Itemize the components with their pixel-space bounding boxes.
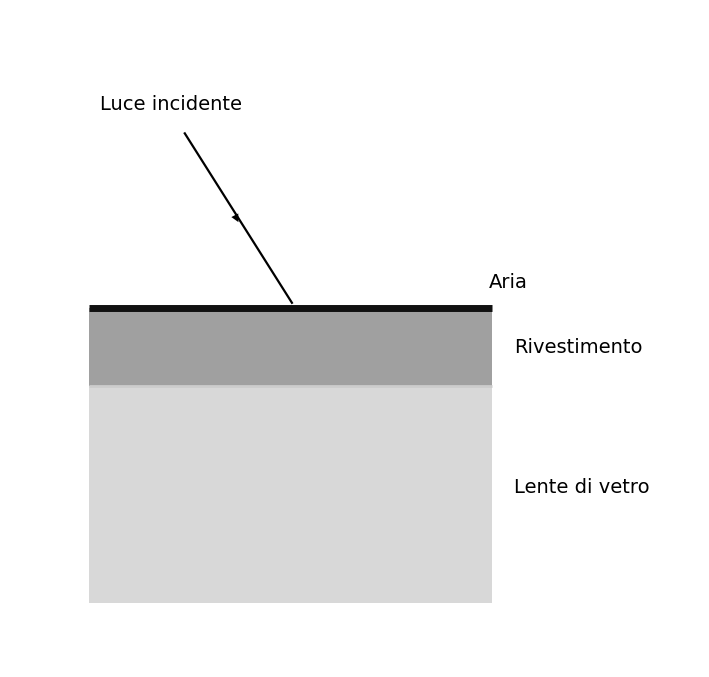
Text: Luce incidente: Luce incidente [99,95,242,114]
Text: Lente di vetro: Lente di vetro [515,479,650,498]
Text: Rivestimento: Rivestimento [515,338,643,357]
Text: Aria: Aria [489,274,527,292]
Bar [89,308,493,386]
Bar [89,386,493,603]
